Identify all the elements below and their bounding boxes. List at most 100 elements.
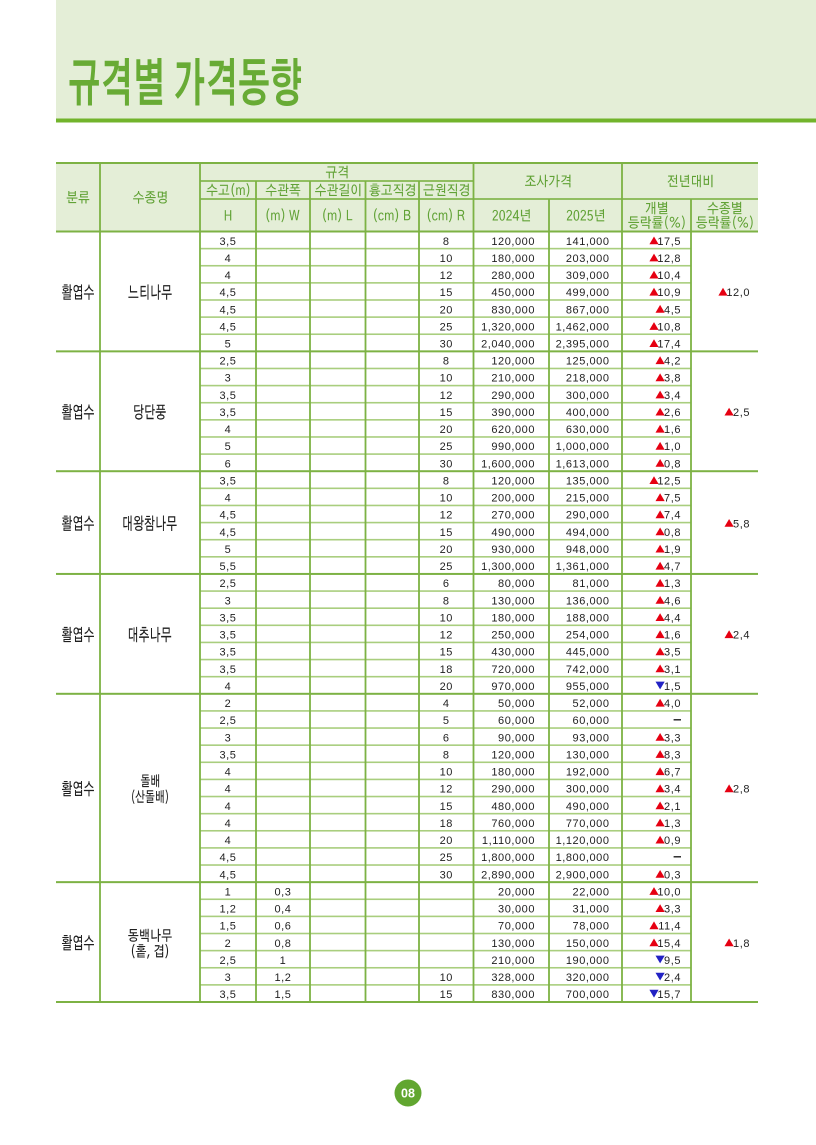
svg-text:3,3: 3,3 [664, 732, 681, 744]
svg-text:250,000: 250,000 [491, 630, 535, 642]
svg-text:20: 20 [440, 304, 453, 316]
svg-text:499,000: 499,000 [566, 287, 610, 299]
svg-text:50,000: 50,000 [498, 698, 535, 710]
svg-text:1,6: 1,6 [664, 630, 681, 642]
svg-text:1: 1 [280, 955, 287, 967]
svg-text:2,8: 2,8 [733, 784, 750, 796]
svg-text:1,2: 1,2 [220, 904, 237, 916]
svg-text:135,000: 135,000 [566, 475, 610, 487]
svg-text:5: 5 [225, 441, 232, 453]
svg-text:2,5: 2,5 [220, 356, 237, 368]
svg-text:930,000: 930,000 [491, 544, 535, 556]
svg-text:254,000: 254,000 [566, 630, 610, 642]
svg-text:78,000: 78,000 [573, 921, 610, 933]
svg-text:10: 10 [440, 493, 453, 505]
svg-text:970,000: 970,000 [491, 681, 535, 693]
svg-text:8: 8 [443, 749, 450, 761]
svg-text:210,000: 210,000 [491, 373, 535, 385]
svg-text:1,120,000: 1,120,000 [556, 835, 610, 847]
svg-text:5,5: 5,5 [220, 561, 237, 573]
svg-text:1,361,000: 1,361,000 [556, 561, 610, 573]
svg-text:120,000: 120,000 [491, 749, 535, 761]
svg-text:700,000: 700,000 [566, 989, 610, 1001]
svg-text:180,000: 180,000 [491, 767, 535, 779]
svg-text:3,5: 3,5 [664, 647, 681, 659]
svg-text:742,000: 742,000 [566, 664, 610, 676]
svg-text:1,320,000: 1,320,000 [481, 321, 535, 333]
svg-text:0,3: 0,3 [664, 869, 681, 881]
svg-text:270,000: 270,000 [491, 510, 535, 522]
svg-text:3: 3 [225, 595, 232, 607]
svg-text:4,5: 4,5 [220, 287, 237, 299]
svg-text:20: 20 [440, 681, 453, 693]
svg-text:760,000: 760,000 [491, 818, 535, 830]
svg-text:3,5: 3,5 [220, 475, 237, 487]
svg-text:3: 3 [225, 373, 232, 385]
svg-text:4: 4 [225, 270, 232, 282]
svg-text:5: 5 [225, 338, 232, 350]
svg-text:4,5: 4,5 [220, 869, 237, 881]
svg-text:10: 10 [440, 767, 453, 779]
svg-text:4,7: 4,7 [664, 561, 681, 573]
svg-text:430,000: 430,000 [491, 647, 535, 659]
svg-text:4: 4 [225, 253, 232, 265]
svg-text:15: 15 [440, 287, 453, 299]
svg-text:2,5: 2,5 [220, 715, 237, 727]
svg-text:12,5: 12,5 [657, 475, 681, 487]
svg-text:290,000: 290,000 [566, 510, 610, 522]
svg-text:4,6: 4,6 [664, 595, 681, 607]
svg-text:280,000: 280,000 [491, 270, 535, 282]
svg-text:12: 12 [440, 390, 453, 402]
svg-text:5: 5 [225, 544, 232, 556]
svg-text:0,6: 0,6 [275, 921, 292, 933]
svg-text:5,8: 5,8 [733, 518, 750, 530]
svg-text:7,5: 7,5 [664, 493, 681, 505]
svg-text:9,5: 9,5 [664, 955, 681, 967]
svg-text:2: 2 [225, 938, 232, 950]
svg-text:10: 10 [440, 972, 453, 984]
svg-text:31,000: 31,000 [573, 904, 610, 916]
svg-text:4: 4 [225, 681, 232, 693]
svg-text:3,5: 3,5 [220, 612, 237, 624]
svg-text:2,040,000: 2,040,000 [481, 338, 535, 350]
svg-text:630,000: 630,000 [566, 424, 610, 436]
svg-text:120,000: 120,000 [491, 356, 535, 368]
svg-text:4,2: 4,2 [664, 356, 681, 368]
svg-text:10: 10 [440, 612, 453, 624]
svg-text:60,000: 60,000 [573, 715, 610, 727]
svg-text:4: 4 [225, 835, 232, 847]
svg-text:8: 8 [443, 236, 450, 248]
svg-text:1,0: 1,0 [664, 441, 681, 453]
svg-text:6,7: 6,7 [664, 767, 681, 779]
svg-text:7,4: 7,4 [664, 510, 681, 522]
svg-text:141,000: 141,000 [566, 236, 610, 248]
svg-text:11,4: 11,4 [658, 921, 681, 933]
svg-text:300,000: 300,000 [566, 784, 610, 796]
svg-text:20,000: 20,000 [498, 886, 535, 898]
svg-text:17,5: 17,5 [657, 236, 681, 248]
svg-text:328,000: 328,000 [491, 972, 535, 984]
svg-text:490,000: 490,000 [491, 527, 535, 539]
svg-text:2,890,000: 2,890,000 [481, 869, 535, 881]
svg-text:955,000: 955,000 [566, 681, 610, 693]
svg-text:2,900,000: 2,900,000 [556, 869, 610, 881]
svg-text:22,000: 22,000 [573, 886, 610, 898]
svg-text:3,8: 3,8 [664, 373, 681, 385]
svg-text:2,395,000: 2,395,000 [556, 338, 610, 350]
svg-text:192,000: 192,000 [566, 767, 610, 779]
svg-text:08: 08 [401, 1087, 415, 1101]
svg-text:1,800,000: 1,800,000 [556, 852, 610, 864]
svg-text:10: 10 [440, 253, 453, 265]
svg-text:12: 12 [440, 510, 453, 522]
svg-text:1: 1 [225, 886, 232, 898]
svg-text:0,8: 0,8 [664, 527, 681, 539]
svg-text:17,4: 17,4 [657, 338, 681, 350]
svg-text:30,000: 30,000 [498, 904, 535, 916]
svg-text:2,5: 2,5 [733, 407, 750, 419]
svg-text:10,0: 10,0 [657, 886, 681, 898]
svg-text:990,000: 990,000 [491, 441, 535, 453]
svg-text:4: 4 [225, 424, 232, 436]
svg-text:1,300,000: 1,300,000 [481, 561, 535, 573]
svg-text:136,000: 136,000 [566, 595, 610, 607]
svg-text:1,2: 1,2 [275, 972, 292, 984]
